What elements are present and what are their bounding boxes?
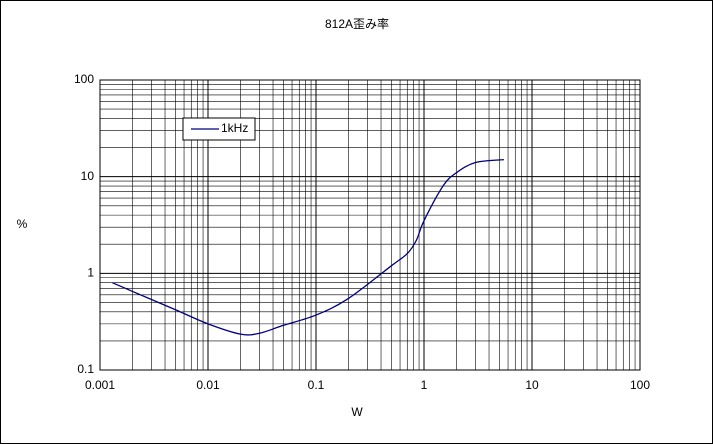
y-axis-label: % (17, 217, 28, 231)
x-axis-label: W (351, 405, 363, 419)
y-tick-label: 10 (81, 169, 95, 183)
chart-title: 812A歪み率 (325, 16, 389, 31)
y-tick-label: 100 (74, 72, 94, 86)
x-tick-label: 0.1 (308, 378, 325, 392)
x-tick-label: 100 (630, 378, 650, 392)
y-tick-label: 0.1 (77, 362, 94, 376)
x-tick-label: 0.01 (196, 378, 220, 392)
x-tick-label: 10 (525, 378, 539, 392)
data-line (112, 158, 505, 336)
x-tick-label: 1 (421, 378, 428, 392)
plot-area (99, 79, 641, 371)
y-tick-label: 1 (87, 266, 94, 280)
legend-label: 1kHz (221, 121, 248, 135)
x-tick-label: 0.001 (85, 378, 115, 392)
